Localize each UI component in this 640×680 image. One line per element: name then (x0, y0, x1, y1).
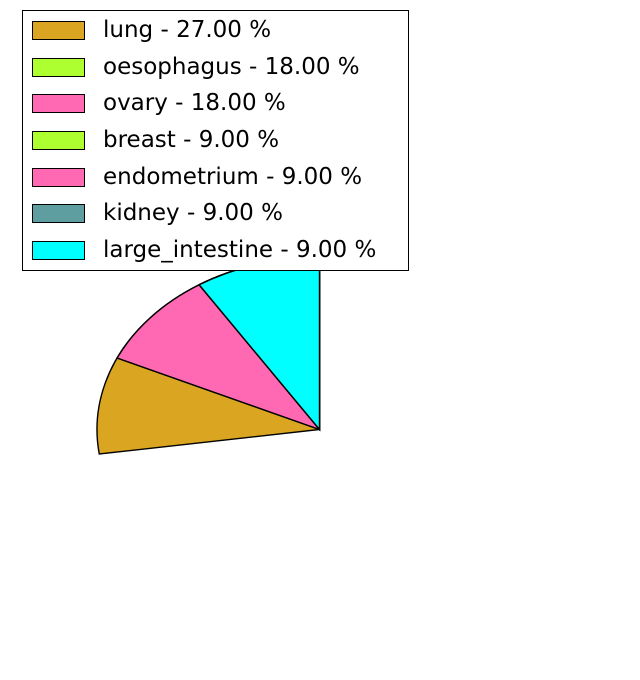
legend-label: endometrium - 9.00 % (103, 163, 363, 190)
legend-label: lung - 27.00 % (103, 16, 272, 43)
legend: lung - 27.00 % oesophagus - 18.00 % ovar… (22, 10, 409, 271)
legend-item: endometrium - 9.00 % (32, 159, 400, 195)
legend-item: ovary - 18.00 % (32, 86, 400, 122)
legend-swatch-endometrium (32, 167, 85, 187)
legend-swatch-kidney (32, 204, 85, 224)
legend-label: large_intestine - 9.00 % (103, 237, 377, 263)
legend-item: kidney - 9.00 % (32, 196, 400, 232)
legend-swatch-lung (32, 20, 85, 40)
legend-label: oesophagus - 18.00 % (103, 53, 360, 80)
legend-item: breast - 9.00 % (32, 122, 400, 158)
legend-swatch-breast (32, 130, 85, 150)
legend-label: kidney - 9.00 % (103, 200, 283, 227)
legend-swatch-oesophagus (32, 57, 85, 77)
legend-swatch-large_intestine (32, 241, 85, 260)
legend-label: breast - 9.00 % (103, 126, 280, 153)
legend-item: oesophagus - 18.00 % (32, 49, 400, 85)
legend-swatch-ovary (32, 94, 85, 114)
legend-item: lung - 27.00 % (32, 12, 400, 48)
legend-item: large_intestine - 9.00 % (32, 232, 400, 268)
legend-label: ovary - 18.00 % (103, 90, 286, 117)
